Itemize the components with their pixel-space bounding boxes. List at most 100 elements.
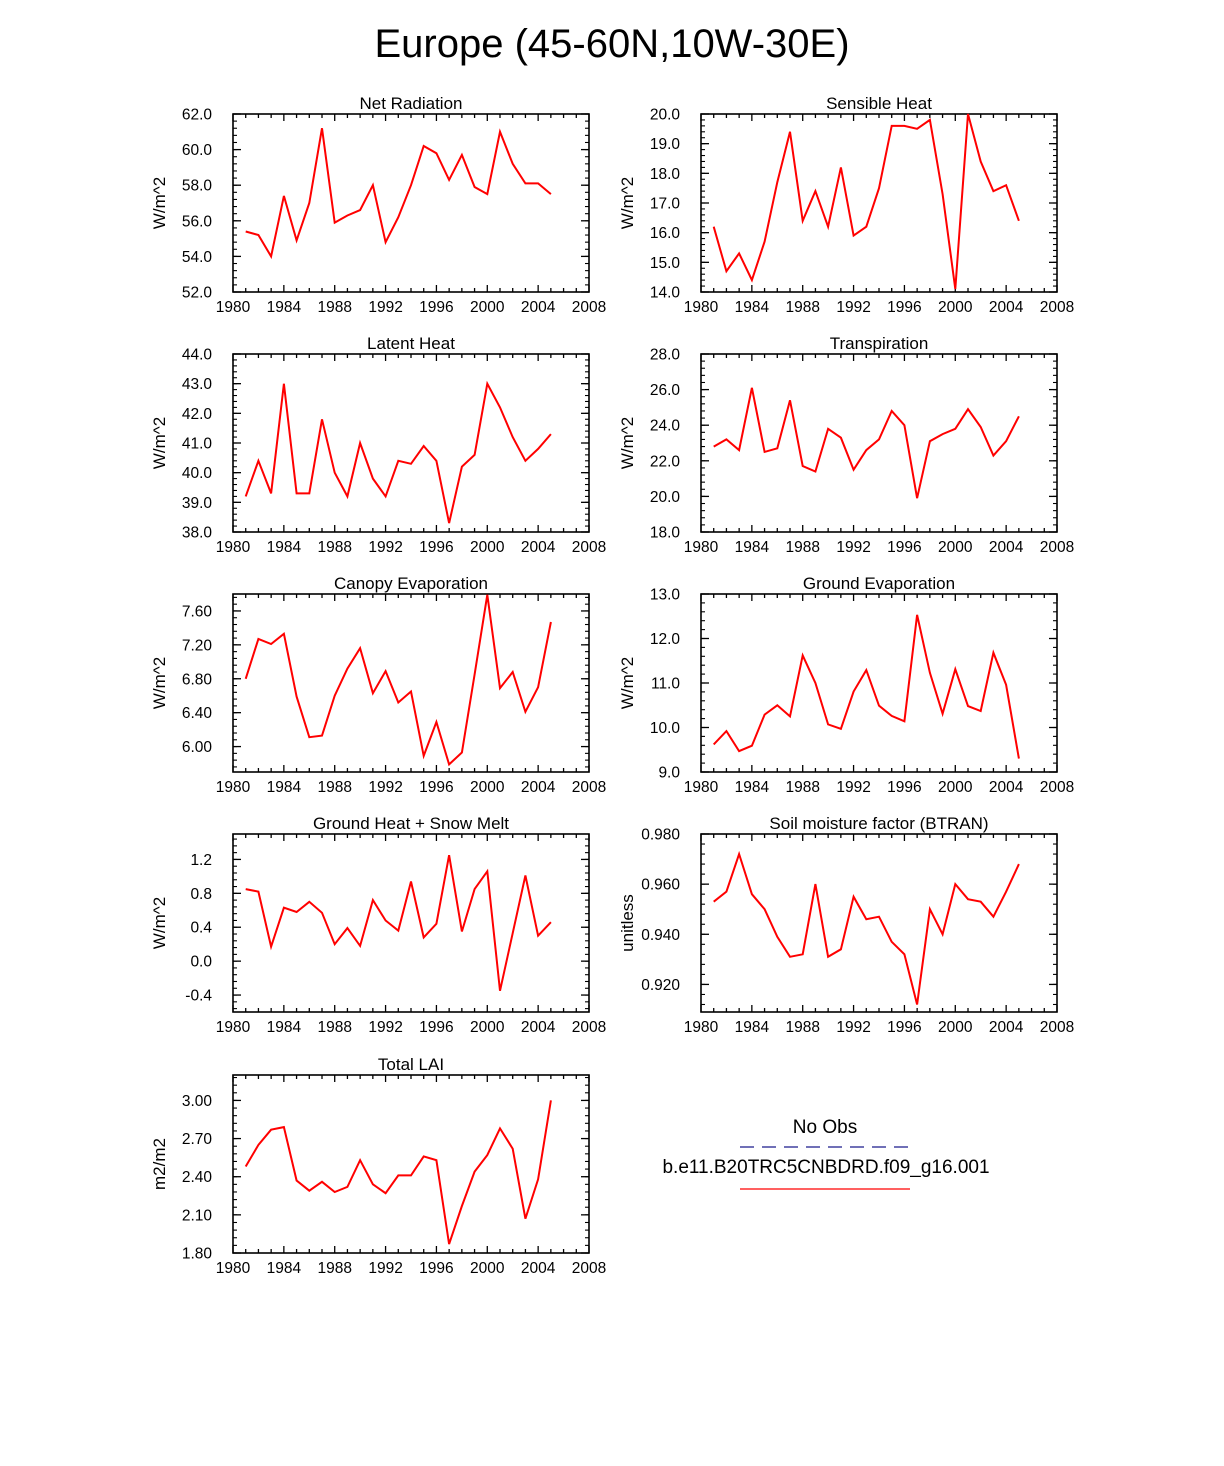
panel-soil-moisture-factor-btran: Soil moisture factor (BTRAN) unitless 1980… (618, 814, 1074, 1036)
x-tick-label: 2000 (470, 1019, 505, 1036)
x-tick-label: 1980 (684, 779, 719, 796)
x-tick-label: 1980 (216, 299, 251, 316)
x-tick-label: 1980 (216, 779, 251, 796)
x-tick-label: 1984 (735, 1019, 770, 1036)
y-tick-label: 6.40 (182, 705, 213, 722)
x-tick-label: 1988 (785, 539, 819, 556)
x-tick-label: 2000 (938, 779, 973, 796)
panel-ground-heat-snow-melt: Ground Heat + Snow Melt W/m^2 1980 1984 1988… (150, 814, 606, 1036)
y-tick-label: 38.0 (182, 525, 213, 542)
x-tick-label: 1992 (836, 299, 870, 316)
y-tick-label: 44.0 (182, 347, 213, 364)
y-tick-label: 0.960 (641, 877, 680, 894)
y-tick-label: 43.0 (182, 376, 213, 393)
x-tick-label: 1996 (419, 1019, 453, 1036)
y-tick-label: 52.0 (182, 285, 213, 302)
x-tick-label: 1980 (684, 299, 719, 316)
x-tick-label: 2000 (470, 779, 505, 796)
x-tick-label: 1980 (216, 1019, 251, 1036)
x-tick-label: 2008 (572, 299, 606, 316)
y-axis-label: unitless (618, 894, 637, 952)
x-tick-label: 2004 (989, 539, 1024, 556)
y-tick-label: -0.4 (185, 988, 212, 1005)
x-tick-label: 2008 (572, 779, 606, 796)
x-tick-label: 1980 (684, 539, 719, 556)
y-axis-label: W/m^2 (618, 417, 637, 469)
x-tick-label: 1992 (368, 299, 402, 316)
y-tick-label: 2.10 (182, 1207, 213, 1224)
x-tick-label: 1988 (317, 779, 351, 796)
x-tick-label: 1996 (419, 1260, 453, 1277)
x-tick-label: 1996 (887, 539, 921, 556)
panel-title: Ground Heat + Snow Melt (313, 814, 509, 833)
y-axis-label: W/m^2 (618, 177, 637, 229)
x-tick-label: 1992 (368, 1019, 402, 1036)
y-tick-label: 3.00 (182, 1093, 213, 1110)
y-axis-label: m2/m2 (150, 1138, 169, 1190)
y-tick-label: 41.0 (182, 436, 213, 453)
y-tick-label: 18.0 (650, 166, 681, 183)
y-tick-label: 7.20 (182, 637, 213, 654)
x-tick-label: 2004 (989, 299, 1024, 316)
y-tick-label: 15.0 (650, 255, 681, 272)
x-tick-label: 2000 (938, 1019, 973, 1036)
series-line (713, 387, 1020, 499)
y-tick-label: 20.0 (650, 107, 681, 124)
panel-title: Net Radiation (359, 94, 462, 113)
series-line (245, 128, 552, 260)
x-tick-label: 2004 (521, 299, 556, 316)
y-tick-label: 0.0 (190, 954, 212, 971)
x-tick-label: 2000 (938, 539, 973, 556)
x-tick-label: 1984 (735, 299, 770, 316)
series-line (244, 380, 552, 524)
x-tick-label: 1984 (267, 779, 302, 796)
x-tick-label: 1996 (887, 779, 921, 796)
x-tick-label: 2008 (1040, 299, 1074, 316)
x-tick-label: 2000 (470, 539, 505, 556)
x-tick-label: 1988 (785, 1019, 819, 1036)
y-tick-label: 54.0 (182, 249, 213, 266)
x-tick-label: 2000 (938, 299, 973, 316)
y-tick-label: 2.40 (182, 1169, 213, 1186)
series-line (712, 614, 1020, 759)
series-line (713, 850, 1020, 1005)
y-tick-label: 1.80 (182, 1246, 213, 1263)
y-axis-label: W/m^2 (150, 897, 169, 949)
y-tick-label: 7.60 (182, 603, 213, 620)
x-tick-label: 1996 (887, 299, 921, 316)
y-tick-label: 6.80 (182, 671, 213, 688)
y-tick-label: 11.0 (651, 676, 680, 693)
y-tick-label: 28.0 (650, 347, 681, 364)
x-tick-label: 1992 (836, 779, 870, 796)
y-axis-label: W/m^2 (150, 657, 169, 709)
x-tick-label: 2008 (1040, 539, 1074, 556)
y-tick-label: 20.0 (650, 489, 681, 506)
panel-total-lai: Total LAI m2/m2 1980 1984 1988 1992 1996 2000 20… (150, 1055, 606, 1277)
x-tick-label: 2000 (470, 1260, 505, 1277)
y-axis-label: W/m^2 (618, 657, 637, 709)
y-tick-label: 1.2 (190, 852, 212, 869)
panel-title: Ground Evaporation (803, 574, 955, 593)
y-tick-label: 56.0 (182, 213, 213, 230)
y-tick-label: 18.0 (650, 525, 681, 542)
y-tick-label: 39.0 (182, 495, 213, 512)
y-tick-label: 2.70 (182, 1131, 213, 1148)
figure-title: Europe (45-60N,10W-30E) (374, 22, 849, 66)
y-tick-label: 0.920 (641, 977, 680, 994)
y-tick-label: 60.0 (182, 142, 213, 159)
panel-title: Total LAI (378, 1055, 444, 1074)
x-tick-label: 2004 (521, 1260, 556, 1277)
y-tick-label: 58.0 (182, 178, 213, 195)
y-tick-label: 16.0 (650, 225, 681, 242)
x-tick-label: 2004 (989, 779, 1024, 796)
panels-container: Net Radiation W/m^2 1980 1984 1988 1992 1996 20… (150, 94, 1074, 1277)
x-tick-label: 1984 (267, 539, 302, 556)
x-tick-label: 1988 (317, 1019, 351, 1036)
series-line (245, 855, 552, 992)
panel-transpiration: Transpiration W/m^2 1980 1984 1988 1992 1996 20… (618, 334, 1074, 556)
panel-net-radiation: Net Radiation W/m^2 1980 1984 1988 1992 1996 20… (150, 94, 606, 316)
y-tick-label: 0.4 (190, 920, 212, 937)
x-tick-label: 2004 (521, 779, 556, 796)
x-tick-label: 1984 (267, 1260, 302, 1277)
